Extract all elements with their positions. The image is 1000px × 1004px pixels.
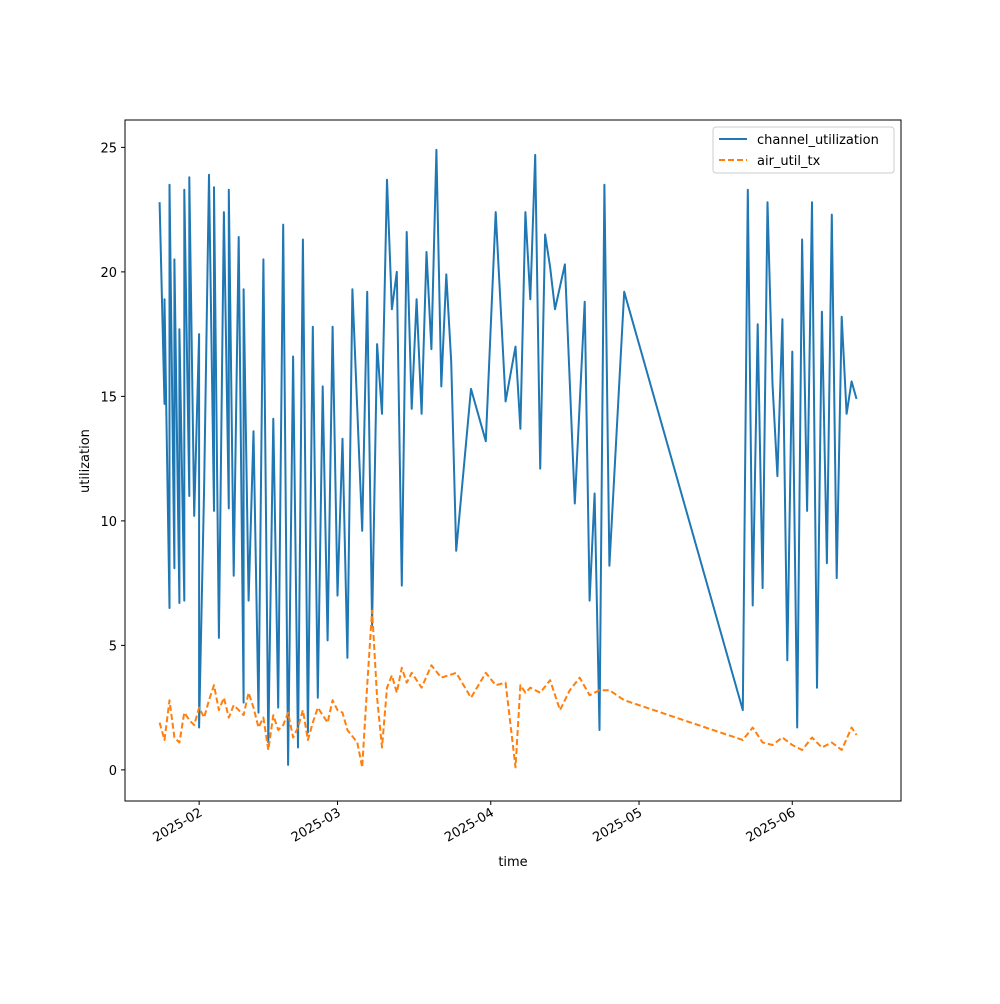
y-tick-label: 0 (109, 764, 117, 779)
legend: channel_utilization air_util_tx (712, 126, 895, 174)
legend-label-channel-utilization: channel_utilization (757, 133, 879, 148)
y-tick-label: 5 (109, 639, 117, 654)
x-axis-label: time (498, 855, 527, 870)
series-line-channel-utilization (158, 148, 858, 766)
legend-box (712, 126, 895, 174)
y-tick-label: 10 (100, 515, 117, 530)
x-tick-label: 2025-04 (442, 805, 497, 845)
x-tick-label: 2025-03 (289, 805, 344, 845)
series-line-air-util-tx (158, 609, 858, 769)
x-tick-label: 2025-02 (151, 805, 206, 845)
y-axis-label: utilization (78, 429, 93, 493)
legend-label-air-util-tx: air_util_tx (757, 154, 821, 169)
y-tick-label: 15 (100, 390, 117, 405)
plot-area-frame (124, 119, 902, 802)
series-layer (158, 148, 858, 769)
x-tick-label: 2025-05 (590, 805, 645, 845)
y-tick-label: 25 (100, 141, 117, 156)
x-tick-label: 2025-06 (744, 805, 799, 845)
y-tick-label: 20 (100, 266, 117, 281)
axis-ticks: 0 5 10 15 20 25 2025-02 2025-03 2025-04 2025-05 20… (100, 141, 798, 845)
